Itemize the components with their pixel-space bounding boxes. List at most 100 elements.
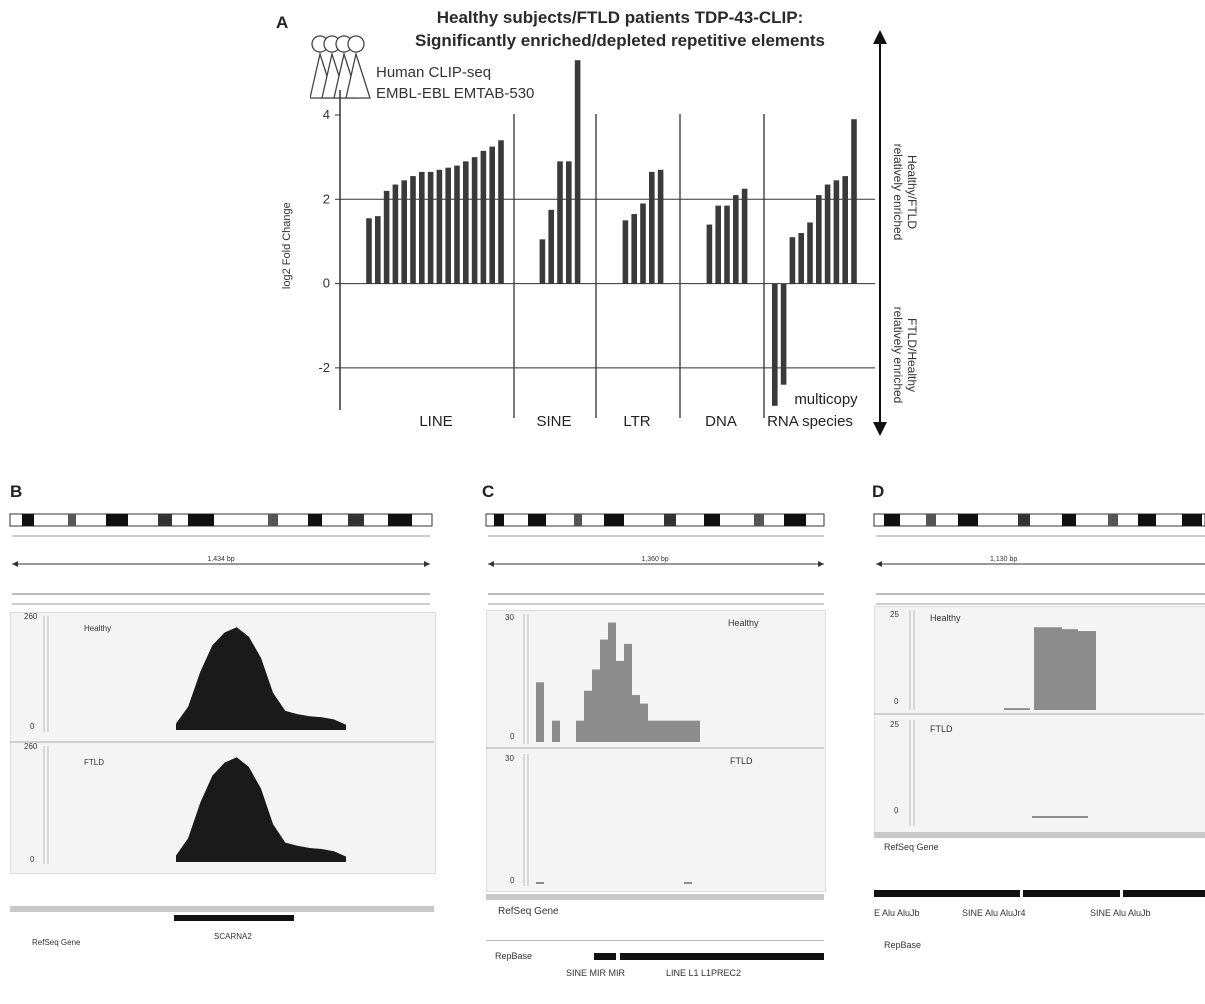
panel-d-chart (874, 610, 1204, 826)
panel-c-scale-label: 1,360 bp (641, 556, 669, 563)
healthy-coverage-bar (616, 660, 624, 742)
panel-d-repeat-bar (874, 890, 1205, 897)
panel-c-label: C (482, 482, 495, 501)
group-label: SINE (536, 413, 571, 430)
bar (539, 239, 546, 284)
panel-c-refseq-divider (486, 894, 824, 900)
panel-b-healthy-label: Healthy (84, 624, 112, 633)
right-label-bottom-line2: relatively enriched (891, 306, 905, 404)
panel-c-chart (486, 614, 824, 886)
bar (724, 205, 730, 284)
healthy-coverage-bar (624, 643, 632, 742)
chart-a-title: Healthy subjects/FTLD patients TDP-43-CL… (300, 6, 940, 52)
group-label: DNA (705, 413, 737, 430)
bar (706, 224, 713, 284)
panel-c-ftld-label: FTLD (730, 756, 753, 766)
bar (557, 161, 563, 284)
panel-c-repeat-bar-2 (620, 953, 824, 960)
healthy-coverage-bar (608, 622, 616, 742)
right-label-bottom-line1: FTLD/Healthy (905, 317, 919, 393)
bar (798, 233, 804, 284)
healthy-coverage-bar (656, 720, 664, 742)
panel-c-repeat-bar-1 (594, 953, 616, 960)
panel-d-ideogram (873, 513, 1205, 605)
healthy-coverage-bar (1062, 629, 1078, 710)
bar (419, 171, 425, 284)
y-tick-label: -2 (318, 360, 330, 375)
panel-b-chart (10, 616, 434, 864)
bar (471, 157, 478, 284)
panel-c-healthy-label: Healthy (728, 618, 759, 628)
bar (566, 161, 572, 284)
ftld-coverage-bar (684, 882, 692, 884)
panel-c-ideogram (485, 513, 825, 605)
bar (851, 119, 857, 284)
right-label-top-line2: relatively enriched (891, 143, 905, 241)
panel-b-gene-label: SCARNA2 (214, 932, 252, 941)
group-label: LINE (419, 413, 452, 430)
chart-a-title-line1: Healthy subjects/FTLD patients TDP-43-CL… (436, 8, 804, 27)
bar (392, 184, 399, 284)
bar (401, 180, 407, 284)
up-arrow-icon (873, 30, 887, 44)
group-label-line1: multicopy (794, 391, 858, 408)
y-axis-label: log2 Fold Change (281, 202, 293, 289)
panel-b-scale-label: 1,434 bp (207, 556, 235, 563)
bar (463, 161, 469, 284)
healthy-coverage-bar (664, 720, 672, 742)
panel-b-ideogram (9, 513, 433, 605)
bar (436, 169, 443, 284)
panel-b-healthy-ymin: 0 (30, 722, 35, 731)
bar (816, 195, 822, 284)
bar (489, 146, 495, 284)
chart-a-title-line2: Significantly enriched/depleted repetiti… (414, 31, 825, 50)
bar (375, 216, 381, 284)
y-tick-label: 4 (323, 107, 330, 122)
bar (715, 205, 721, 284)
bar (631, 214, 637, 284)
healthy-coverage-bar (1078, 631, 1096, 710)
bar (383, 190, 390, 284)
healthy-coverage-bar (1034, 627, 1062, 710)
bar (454, 165, 460, 284)
panel-d-refseq-divider (874, 832, 1205, 838)
healthy-coverage-bar (632, 695, 640, 742)
panel-c-feature-2: LINE L1 L1PREC2 (666, 968, 742, 978)
ftld-coverage-bar (536, 882, 544, 884)
panel-c-feature-1: SINE MIR MIR (566, 968, 626, 978)
healthy-coverage-bar (552, 720, 560, 742)
right-label-bottom: FTLD/Healthy relatively enriched (891, 307, 919, 404)
group-label: LTR (623, 413, 650, 430)
panel-b-ftld-label: FTLD (84, 758, 104, 767)
healthy-coverage-bar (648, 720, 656, 742)
healthy-coverage-bar (592, 669, 600, 742)
panel-c-refseq-label: RefSeq Gene (498, 906, 559, 917)
bar (824, 184, 831, 284)
clip-seq-people-icon (310, 35, 371, 99)
panel-c-repbase-label: RepBase (495, 951, 533, 961)
bar (780, 283, 787, 385)
panel-a-label: A (276, 13, 289, 32)
panel-d-scale-label: 1,130 bp (990, 556, 1018, 563)
panel-d-feature-2: SINE Alu AluJr4 (962, 908, 1026, 918)
healthy-coverage-area (176, 627, 346, 730)
right-label-top: Healthy/FTLD relatively enriched (891, 144, 919, 241)
bar (649, 171, 655, 284)
bar (366, 218, 372, 284)
bar (842, 176, 848, 284)
panel-b-gene-bar (174, 915, 294, 921)
chart-a: 4 2 0 -2 log2 Fold Change LINE SINE LTR DNA multi… (281, 30, 887, 436)
panel-c-healthy-ymin: 0 (510, 732, 515, 741)
panel-b-refseq-divider (10, 906, 434, 912)
bar (833, 180, 840, 284)
group-label-line2: RNA species (767, 413, 853, 430)
panel-d-label: D (872, 482, 885, 501)
bar (548, 209, 554, 284)
panel-b-refseq-label: RefSeq Gene (32, 938, 81, 947)
bar (574, 60, 581, 284)
legend-line1: Human CLIP-seq (376, 64, 492, 81)
bar (807, 222, 813, 284)
bar (427, 171, 434, 284)
panel-c-healthy-ymax: 30 (505, 613, 514, 622)
bar (657, 169, 664, 284)
